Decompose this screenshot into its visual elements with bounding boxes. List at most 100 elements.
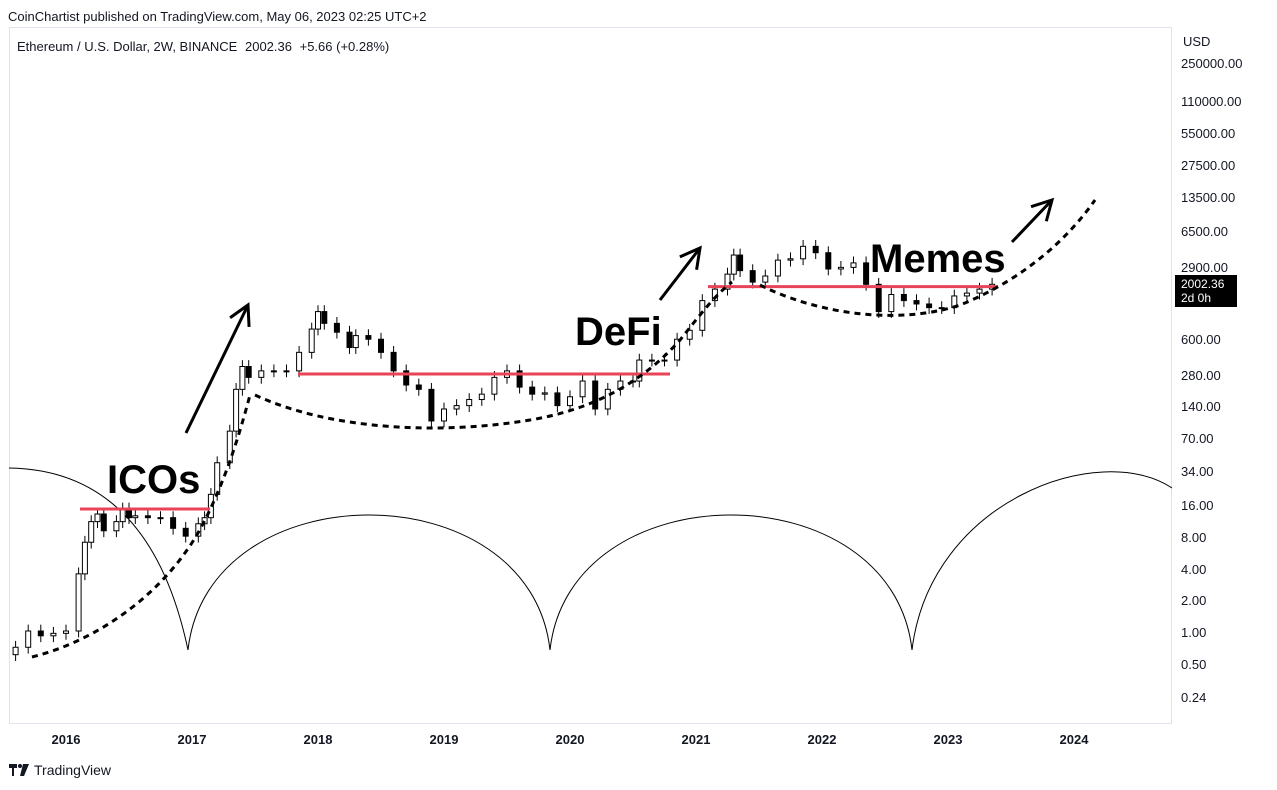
candle-body	[226, 430, 233, 464]
dashed-curve	[254, 280, 733, 430]
candle-body	[837, 266, 844, 270]
publish-info: CoinChartist published on TradingView.co…	[8, 9, 427, 24]
candle-body	[195, 523, 202, 537]
candle-body	[774, 259, 781, 277]
candle-body	[737, 254, 744, 272]
candle-body	[636, 359, 643, 382]
candle-body	[863, 262, 870, 285]
y-tick-label: 8.00	[1181, 530, 1206, 545]
candle-body	[321, 311, 328, 324]
candle-body	[346, 331, 353, 349]
candle-body	[875, 283, 882, 313]
chart-pane[interactable]	[9, 27, 1172, 724]
candle-body	[296, 351, 303, 372]
candle-body	[648, 359, 655, 362]
candle-body	[516, 370, 523, 388]
candle-body	[333, 322, 340, 333]
candle-body	[724, 273, 731, 290]
x-tick-label: 2016	[52, 732, 81, 747]
bar-countdown: 2d 0h	[1181, 291, 1212, 305]
candle-series	[12, 239, 996, 662]
footer-brand: TradingView	[34, 762, 112, 778]
candle-body	[315, 311, 321, 330]
candle-body	[888, 294, 895, 313]
candle-body	[81, 541, 88, 575]
annotation-labels: ICOs DeFi Memes	[107, 237, 1006, 502]
candle-body	[567, 396, 573, 407]
x-tick-label: 2017	[178, 732, 207, 747]
y-tick-label: 34.00	[1181, 464, 1214, 479]
y-tick-label: 16.00	[1181, 498, 1214, 513]
trend-curves	[31, 199, 1097, 659]
candle-body	[233, 388, 240, 432]
candle-body	[352, 335, 359, 349]
candle-body	[12, 646, 19, 656]
candle-body	[529, 386, 536, 395]
y-tick-label: 13500.00	[1181, 190, 1235, 205]
x-tick-label: 2022	[808, 732, 837, 747]
candle-body	[170, 517, 177, 529]
y-tick-label: 600.00	[1181, 332, 1221, 347]
candle-body	[415, 384, 422, 390]
y-tick-label: 280.00	[1181, 368, 1221, 383]
tradingview-logo-icon	[9, 764, 29, 776]
y-tick-label: 1.00	[1181, 625, 1206, 640]
currency-label: USD	[1183, 34, 1210, 49]
y-tick-label: 0.24	[1181, 690, 1206, 705]
candle-body	[88, 521, 95, 543]
candle-body	[825, 252, 832, 270]
candle-body	[258, 370, 265, 378]
candle-body	[466, 399, 473, 407]
footer[interactable]: TradingView	[9, 762, 111, 778]
last-price: 2002.36	[1181, 277, 1225, 291]
candle-body	[132, 515, 139, 519]
y-tick-label: 27500.00	[1181, 158, 1235, 173]
candle-body	[428, 388, 435, 422]
price-axis[interactable]: USD 250000.00 110000.00 55000.00 27500.00 135…	[1181, 34, 1242, 705]
candle-body	[730, 254, 737, 275]
arrow-shaft	[1010, 198, 1054, 244]
candle-body	[239, 366, 246, 390]
candle-body	[554, 392, 561, 407]
dashed-curve	[759, 199, 1097, 317]
candle-body	[119, 508, 126, 523]
y-tick-label: 2.00	[1181, 593, 1206, 608]
candle-body	[976, 288, 983, 294]
candle-body	[749, 270, 756, 283]
time-axis[interactable]: 2016 2017 2018 2019 2020 2021 2022 2023 2024	[52, 732, 1090, 747]
candle-body	[245, 366, 252, 378]
x-tick-label: 2023	[934, 732, 963, 747]
y-tick-label: 140.00	[1181, 399, 1221, 414]
y-tick-label: 55000.00	[1181, 126, 1235, 141]
y-tick-label: 110000.00	[1181, 94, 1242, 109]
candle-body	[214, 462, 221, 495]
candle-body	[283, 370, 290, 373]
candle-body	[182, 527, 189, 537]
candle-body	[157, 517, 164, 520]
candle-body	[913, 300, 920, 305]
cycle-arc	[549, 514, 913, 651]
candle-body	[812, 245, 819, 254]
x-tick-label: 2024	[1060, 732, 1090, 747]
arrow-shaft	[658, 247, 702, 301]
dashed-curve	[31, 394, 252, 659]
candle-body	[100, 513, 107, 532]
x-tick-label: 2020	[556, 732, 585, 747]
candle-body	[850, 262, 857, 268]
symbol-change: +5.66 (+0.28%)	[299, 39, 390, 54]
candle-body	[963, 292, 970, 297]
symbol-name: Ethereum / U.S. Dollar, 2W, BINANCE	[17, 39, 238, 54]
candle-body	[441, 408, 447, 422]
arrows	[184, 197, 1055, 434]
y-tick-label: 6500.00	[1181, 224, 1228, 239]
candle-body	[25, 630, 32, 648]
x-tick-label: 2018	[304, 732, 333, 747]
resistance-lines	[80, 285, 998, 511]
arrow-shaft	[184, 304, 250, 434]
candle-body	[661, 359, 668, 362]
symbol-price: 2002.36	[244, 39, 292, 54]
symbol-legend: Ethereum / U.S. Dollar, 2W, BINANCE 2002…	[17, 39, 393, 54]
y-tick-label: 0.50	[1181, 657, 1206, 672]
cycle-arc	[187, 514, 551, 651]
